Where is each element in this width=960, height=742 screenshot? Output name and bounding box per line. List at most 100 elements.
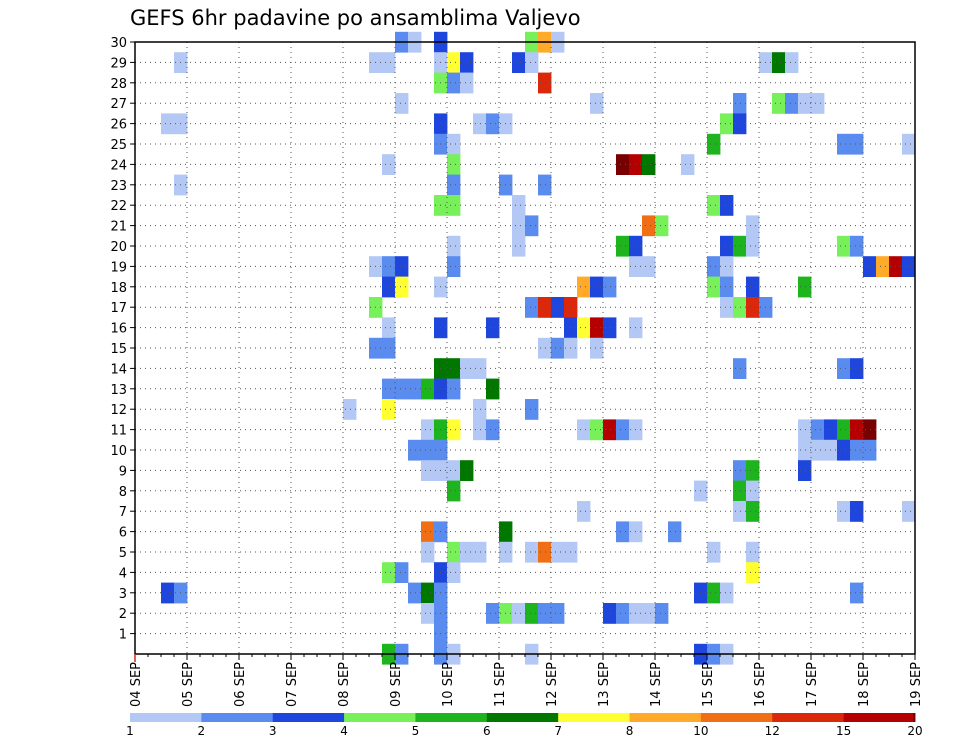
heatmap-cell	[447, 154, 461, 175]
heatmap-cell	[525, 215, 539, 237]
x-tick-label: 16 SEP	[753, 662, 768, 707]
heatmap-cell	[707, 541, 721, 563]
heatmap-cell	[785, 52, 799, 73]
heatmap-cell	[798, 276, 812, 298]
y-tick-label: 26	[110, 118, 127, 133]
y-tick-label: 29	[110, 56, 127, 71]
heatmap-cell	[382, 276, 396, 298]
heatmap-cell	[603, 317, 617, 339]
y-axis-ticks: 1234567891011121314151617181920212223242…	[110, 36, 135, 643]
heatmap-cell	[603, 603, 617, 624]
heatmap-cell	[798, 460, 812, 481]
heatmap-cell	[551, 541, 565, 563]
heatmap-cell	[447, 419, 461, 441]
heatmap-cell	[590, 93, 604, 114]
y-tick-label: 2	[119, 607, 127, 622]
chart-title: GEFS 6hr padavine po ansamblima Valjevo	[130, 6, 581, 30]
heatmap-cell	[395, 256, 409, 277]
heatmap-cell	[863, 419, 877, 441]
heatmap-cell	[538, 603, 552, 624]
heatmap-cell	[720, 235, 734, 257]
heatmap-cell	[447, 174, 461, 196]
y-tick-label: 8	[119, 485, 127, 500]
y-tick-label: 18	[110, 281, 127, 296]
heatmap-cell	[382, 562, 396, 583]
legend-label: 6	[483, 724, 491, 738]
color-legend: 1 2 3 4 5 6 7 8 10 12 15 20	[126, 713, 923, 738]
legend-swatch	[558, 713, 631, 722]
heatmap-cell	[421, 521, 435, 543]
heatmap-cell	[408, 378, 422, 400]
heatmap-cell	[577, 501, 591, 522]
heatmap-cell	[733, 113, 747, 135]
heatmap-cell	[486, 378, 500, 400]
heatmap-cell	[863, 256, 877, 277]
x-tick-label: 18 SEP	[857, 662, 872, 707]
heatmap-cell	[512, 215, 526, 237]
legend-label: 8	[626, 724, 634, 738]
heatmap-cell	[876, 256, 890, 277]
y-tick-label: 25	[110, 138, 127, 153]
heatmap-cell	[850, 582, 864, 604]
x-tick-label: 06 SEP	[233, 662, 248, 707]
heatmap-cell	[720, 297, 734, 318]
heatmap-cell	[512, 52, 526, 73]
heatmap-cell	[720, 582, 734, 604]
heatmap-cell	[720, 113, 734, 135]
y-tick-label: 21	[110, 220, 127, 235]
heatmap-cell	[538, 174, 552, 196]
heatmap-cell	[382, 317, 396, 339]
heatmap-cell	[707, 276, 721, 298]
legend-swatch	[913, 713, 915, 722]
heatmap-cell	[837, 133, 851, 155]
heatmap-cell	[447, 72, 461, 94]
heatmap-cell	[382, 52, 396, 73]
heatmap-cell	[811, 419, 825, 441]
heatmap-cell	[538, 541, 552, 563]
heatmap-cell	[746, 235, 760, 257]
x-tick-label: 14 SEP	[649, 662, 664, 707]
heatmap-cell	[902, 501, 916, 522]
y-tick-label: 9	[119, 464, 127, 479]
heatmap-cell	[447, 235, 461, 257]
heatmap-cell	[746, 562, 760, 583]
heatmap-cell	[785, 93, 799, 114]
y-tick-label: 12	[110, 403, 127, 418]
legend-swatch	[344, 713, 416, 722]
heatmap-cell	[525, 399, 539, 420]
heatmap-cell	[642, 256, 656, 277]
heatmap-cell	[525, 297, 539, 318]
heatmap-cell	[447, 195, 461, 216]
heatmap-cell	[460, 358, 474, 379]
y-tick-label: 1	[119, 628, 127, 643]
heatmap-cell	[707, 256, 721, 277]
heatmap-cell	[473, 419, 487, 441]
heatmap-cell	[707, 582, 721, 604]
heatmap-cell	[811, 439, 825, 461]
heatmap-cell	[837, 235, 851, 257]
legend-swatch	[272, 713, 345, 722]
heatmap-cell	[161, 582, 175, 604]
heatmap-cell	[590, 419, 604, 441]
x-tick-label: 08 SEP	[337, 662, 352, 707]
heatmap-cell	[616, 521, 630, 543]
heatmap-cell	[447, 378, 461, 400]
heatmap-cell	[772, 52, 786, 73]
heatmap-cell	[746, 480, 760, 502]
heatmap-cell	[733, 297, 747, 318]
heatmap-cell	[382, 256, 396, 277]
heatmap-cell	[512, 195, 526, 216]
heatmap-cell	[798, 93, 812, 114]
heatmap-cell	[733, 501, 747, 522]
legend-swatch	[130, 713, 202, 722]
y-tick-label: 11	[110, 424, 127, 439]
y-tick-label: 10	[110, 444, 127, 459]
heatmap-cell	[850, 235, 864, 257]
heatmap-cell	[473, 358, 487, 379]
heatmap-cell	[525, 52, 539, 73]
heatmap-cell	[746, 541, 760, 563]
heatmap-cell	[746, 297, 760, 318]
heatmap-cell	[616, 154, 630, 175]
heatmap-cell	[720, 256, 734, 277]
heatmap-cell	[590, 337, 604, 359]
